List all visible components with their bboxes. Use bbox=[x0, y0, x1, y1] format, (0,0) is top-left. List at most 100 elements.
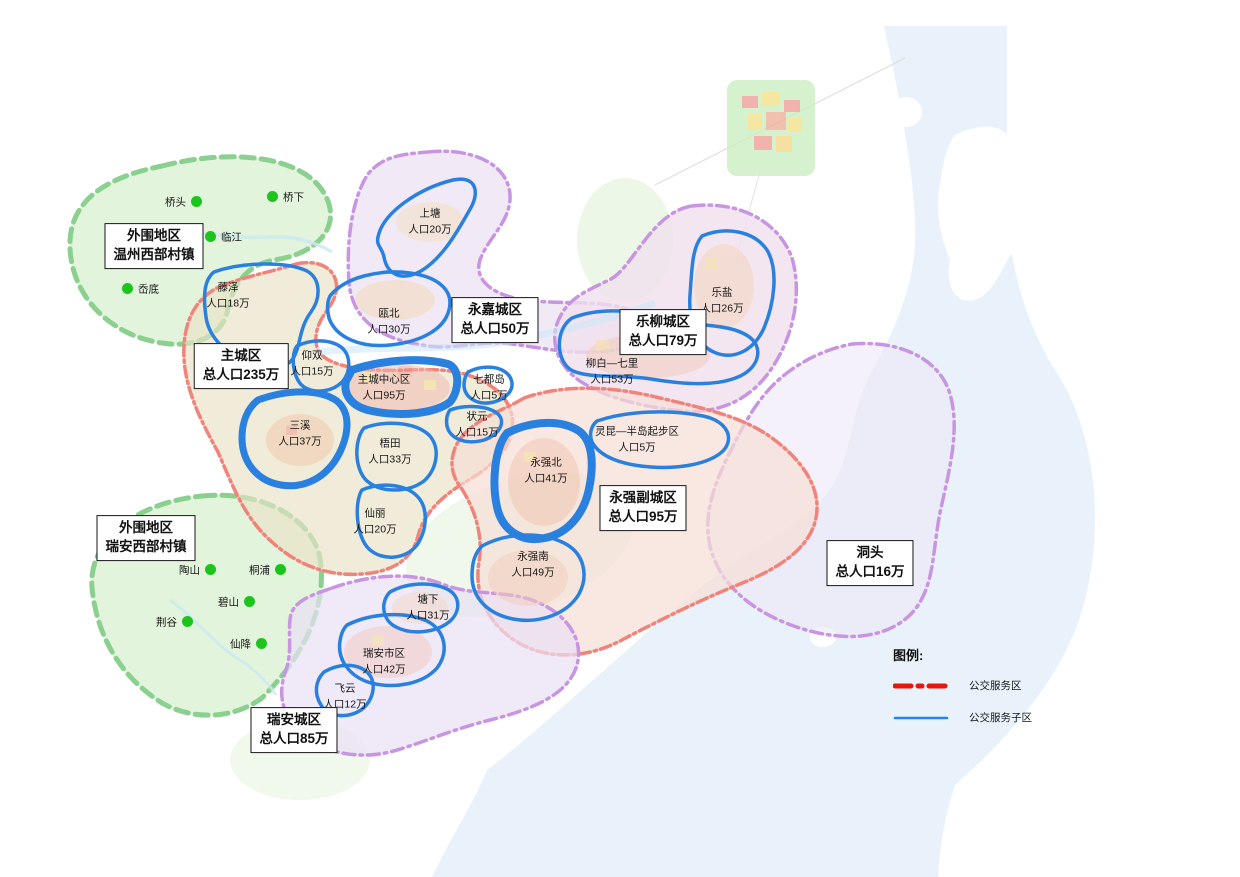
region-box-dongtou: 洞头 总人口16万 bbox=[826, 540, 914, 586]
region-box-line1: 洞头 bbox=[856, 545, 884, 561]
region-box-line2: 温州西部村镇 bbox=[113, 247, 195, 262]
subzone-pop: 人口18万 bbox=[206, 297, 250, 309]
legend-title: 图例: bbox=[893, 648, 924, 663]
region-box-ruian-city: 瑞安城区 总人口85万 bbox=[250, 707, 338, 753]
subzone-pop: 人口33万 bbox=[368, 453, 412, 465]
sub-area-main-center bbox=[341, 356, 462, 418]
subzone-label-yangshuang: 仰双 人口15万 bbox=[290, 348, 333, 380]
map-legend: 图例: 公交服务区 公交服务子区 bbox=[893, 645, 1032, 742]
subzone-name: 三溪 bbox=[289, 419, 311, 432]
subzone-name: 梧田 bbox=[379, 437, 401, 450]
town-name: 陶山 bbox=[179, 564, 200, 576]
sub-area-tangxia bbox=[382, 582, 460, 634]
town-name: 桐浦 bbox=[249, 564, 270, 576]
subzone-label-zhuangyuan: 状元 人口15万 bbox=[455, 409, 498, 441]
subzone-pop: 人口20万 bbox=[353, 523, 397, 535]
region-box-main-city: 主城区 总人口235万 bbox=[193, 343, 289, 389]
subzone-pop: 人口20万 bbox=[408, 223, 452, 235]
town-qiaotou: 桥头 bbox=[165, 196, 202, 208]
subzone-name: 瑞安市区 bbox=[363, 647, 405, 660]
subzone-name: 乐盐 bbox=[711, 286, 733, 299]
town-name: 岙底 bbox=[138, 283, 159, 295]
town-qiaoxia: 桥下 bbox=[267, 191, 304, 203]
subzone-label-lingkun: 灵昆—半岛起步区 人口5万 bbox=[595, 424, 679, 456]
town-name: 仙降 bbox=[230, 638, 251, 650]
sub-area-xianli bbox=[355, 483, 427, 559]
subzone-pop: 人口42万 bbox=[362, 663, 406, 675]
town-name: 荆谷 bbox=[156, 616, 177, 628]
region-box-line2: 总人口95万 bbox=[608, 509, 678, 524]
subzone-pop: 人口15万 bbox=[455, 426, 499, 438]
subzone-name: 灵昆—半岛起步区 bbox=[595, 425, 679, 438]
subzone-label-shangtang: 上塘 人口20万 bbox=[408, 206, 451, 238]
town-dot bbox=[267, 191, 278, 202]
sub-area-feiyun bbox=[314, 663, 375, 718]
subzone-name: 状元 bbox=[466, 410, 488, 423]
town-dot bbox=[191, 196, 202, 207]
town-name: 桥头 bbox=[165, 196, 186, 208]
town-name: 碧山 bbox=[218, 596, 239, 608]
subzone-name: 七都岛 bbox=[473, 373, 505, 386]
region-box-yongjia: 永嘉城区 总人口50万 bbox=[451, 297, 539, 343]
subzone-label-xianli: 仙丽 人口20万 bbox=[353, 506, 396, 538]
legend-item-sub-area: 公交服务子区 bbox=[893, 710, 1032, 725]
subzone-label-tangxia: 塘下 人口31万 bbox=[406, 592, 449, 624]
region-box-line1: 瑞安城区 bbox=[267, 712, 321, 728]
subzone-name: 塘下 bbox=[417, 593, 439, 606]
region-box-line1: 永嘉城区 bbox=[468, 302, 522, 318]
subzone-name: 永强北 bbox=[530, 456, 562, 469]
region-box-line1: 乐柳城区 bbox=[636, 314, 690, 330]
subzone-pop: 人口31万 bbox=[406, 609, 450, 621]
town-jinggu: 荆谷 bbox=[156, 616, 193, 628]
sub-area-wutian bbox=[355, 421, 438, 492]
subzone-label-qidu-island: 七都岛 人口5万 bbox=[470, 372, 507, 404]
town-xianjiang: 仙降 bbox=[230, 638, 267, 650]
region-box-line2: 总人口85万 bbox=[259, 731, 329, 746]
subzone-name: 柳白—七里 bbox=[585, 357, 639, 370]
subzone-name: 瓯北 bbox=[378, 307, 400, 320]
subzone-label-ruian-downtown: 瑞安市区 人口42万 bbox=[362, 646, 405, 678]
subzone-pop: 人口95万 bbox=[362, 389, 406, 401]
subzone-label-tengze: 藤泽 人口18万 bbox=[206, 280, 249, 312]
sub-area-qidu-island bbox=[462, 365, 514, 405]
sub-area-ruian-downtown bbox=[337, 612, 446, 688]
subzone-label-liubai-qili: 柳白—七里 人口53万 bbox=[586, 356, 639, 388]
legend-label: 公交服务区 bbox=[969, 680, 1022, 692]
river-stream-south bbox=[169, 598, 278, 696]
town-bishan: 碧山 bbox=[218, 596, 255, 608]
region-box-line2: 总人口50万 bbox=[460, 321, 530, 336]
legend-label: 公交服务子区 bbox=[969, 712, 1032, 724]
region-box-line2: 总人口16万 bbox=[835, 564, 905, 579]
subzone-name: 主城中心区 bbox=[357, 373, 411, 386]
town-dot bbox=[275, 564, 286, 575]
subzone-label-yongqiang-south: 永强南 人口49万 bbox=[511, 549, 554, 581]
subzone-pop: 人口26万 bbox=[700, 302, 744, 314]
town-dot bbox=[205, 231, 216, 242]
town-name: 临江 bbox=[221, 231, 242, 243]
sub-area-yongqiang-north bbox=[490, 418, 596, 544]
region-box-line1: 外围地区 bbox=[127, 228, 181, 244]
town-dot bbox=[256, 638, 267, 649]
background-town-mosaic bbox=[727, 80, 815, 176]
town-dot bbox=[182, 616, 193, 627]
subzone-pop: 人口15万 bbox=[290, 365, 334, 377]
subzone-name: 上塘 bbox=[419, 207, 441, 220]
subzone-pop: 人口41万 bbox=[524, 472, 568, 484]
region-box-ruian-west: 外围地区 瑞安西部村镇 bbox=[96, 515, 196, 561]
island-large bbox=[938, 126, 1046, 301]
subzone-pop: 人口5万 bbox=[470, 389, 508, 401]
island-small-north bbox=[890, 97, 922, 127]
subzone-label-main-center: 主城中心区 人口95万 bbox=[358, 372, 411, 404]
region-box-line1: 外围地区 bbox=[119, 520, 173, 536]
subzone-label-oubei: 瓯北 人口30万 bbox=[367, 306, 410, 338]
subzone-name: 飞云 bbox=[334, 682, 356, 695]
subzone-pop: 人口30万 bbox=[367, 323, 411, 335]
town-aodi: 岙底 bbox=[122, 283, 159, 295]
subzone-pop: 人口5万 bbox=[618, 441, 656, 453]
sub-area-oubei bbox=[325, 270, 452, 348]
sub-area-zhuangyuan bbox=[444, 404, 504, 444]
town-dot bbox=[205, 564, 216, 575]
region-box-line2: 瑞安西部村镇 bbox=[105, 539, 187, 554]
sea-area bbox=[432, 26, 1095, 877]
